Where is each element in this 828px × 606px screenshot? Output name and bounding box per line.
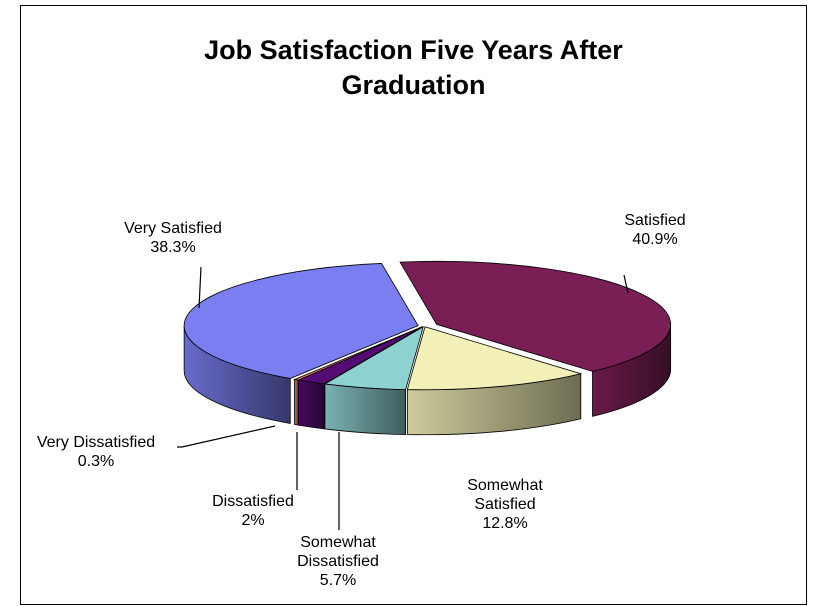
pie-side-somewhat-dissatisfied bbox=[324, 383, 407, 436]
leader-line-very-dissatisfied bbox=[177, 425, 276, 448]
slice-label-very-dissatisfied: Very Dissatisfied 0.3% bbox=[37, 434, 155, 470]
chart-title-line-2: Graduation bbox=[341, 70, 486, 100]
slice-label-somewhat-dissatisfied: Somewhat Dissatisfied 5.7% bbox=[297, 534, 379, 589]
chart-title-line-1: Job Satisfaction Five Years After bbox=[204, 35, 623, 65]
pie-slice-satisfied bbox=[399, 260, 672, 372]
chart-frame bbox=[20, 5, 807, 605]
chart-title: Job Satisfaction Five Years After Gradua… bbox=[20, 33, 807, 103]
slice-label-somewhat-satisfied: Somewhat Satisfied 12.8% bbox=[467, 477, 543, 532]
leader-line-very-satisfied bbox=[198, 266, 202, 309]
pie-slice-very-dissatisfied bbox=[293, 326, 423, 381]
slice-label-satisfied: Satisfied 40.9% bbox=[624, 212, 685, 248]
pie-slice-somewhat-dissatisfied bbox=[323, 325, 424, 391]
pie-side-walls bbox=[183, 324, 672, 436]
slice-label-dissatisfied: Dissatisfied 2% bbox=[212, 493, 294, 529]
pie-slice-somewhat-satisfied bbox=[406, 326, 583, 391]
slice-label-very-satisfied: Very Satisfied 38.3% bbox=[124, 220, 222, 256]
leader-line-satisfied bbox=[623, 274, 629, 294]
pie-slice-very-satisfied bbox=[183, 263, 419, 379]
pie-side-dissatisfied bbox=[298, 379, 325, 430]
pie-top-faces bbox=[183, 260, 672, 391]
pie-side-very-dissatisfied bbox=[294, 378, 299, 426]
